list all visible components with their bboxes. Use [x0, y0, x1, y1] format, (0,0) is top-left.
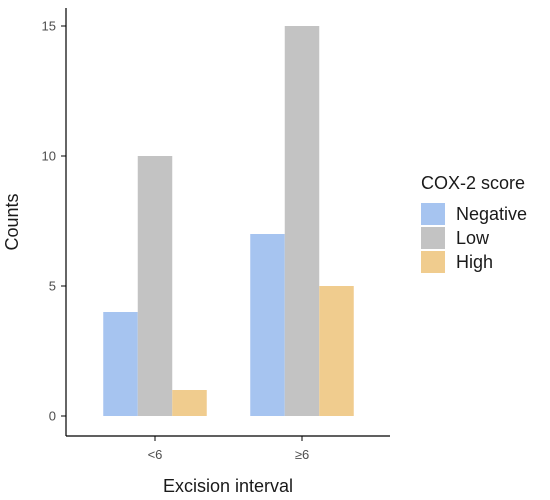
y-axis-ticks: 0 5 10 15 — [42, 19, 66, 424]
y-tick-label: 5 — [49, 279, 56, 294]
bar-high-2 — [319, 286, 354, 416]
bar-high-1 — [172, 390, 207, 416]
x-axis-title: Excision interval — [163, 476, 293, 496]
y-axis-title: Counts — [2, 193, 22, 250]
x-tick-label: ≥6 — [295, 447, 309, 462]
bar-negative-2 — [250, 234, 285, 416]
y-tick-label: 0 — [49, 409, 56, 424]
legend-label-negative: Negative — [456, 204, 527, 224]
bars-group — [103, 26, 354, 416]
legend: COX-2 score Negative Low High — [421, 173, 527, 273]
legend-label-low: Low — [456, 228, 490, 248]
legend-swatch-negative — [421, 203, 445, 225]
legend-label-high: High — [456, 252, 493, 272]
legend-swatch-low — [421, 227, 445, 249]
bar-low-2 — [284, 26, 320, 416]
y-tick-label: 10 — [42, 149, 56, 164]
bar-low-1 — [137, 156, 173, 416]
bar-negative-1 — [103, 312, 138, 416]
x-tick-label: <6 — [148, 447, 163, 462]
legend-title: COX-2 score — [421, 173, 525, 193]
x-axis-ticks: <6 ≥6 — [148, 436, 309, 462]
legend-swatch-high — [421, 251, 445, 273]
y-tick-label: 15 — [42, 19, 56, 34]
